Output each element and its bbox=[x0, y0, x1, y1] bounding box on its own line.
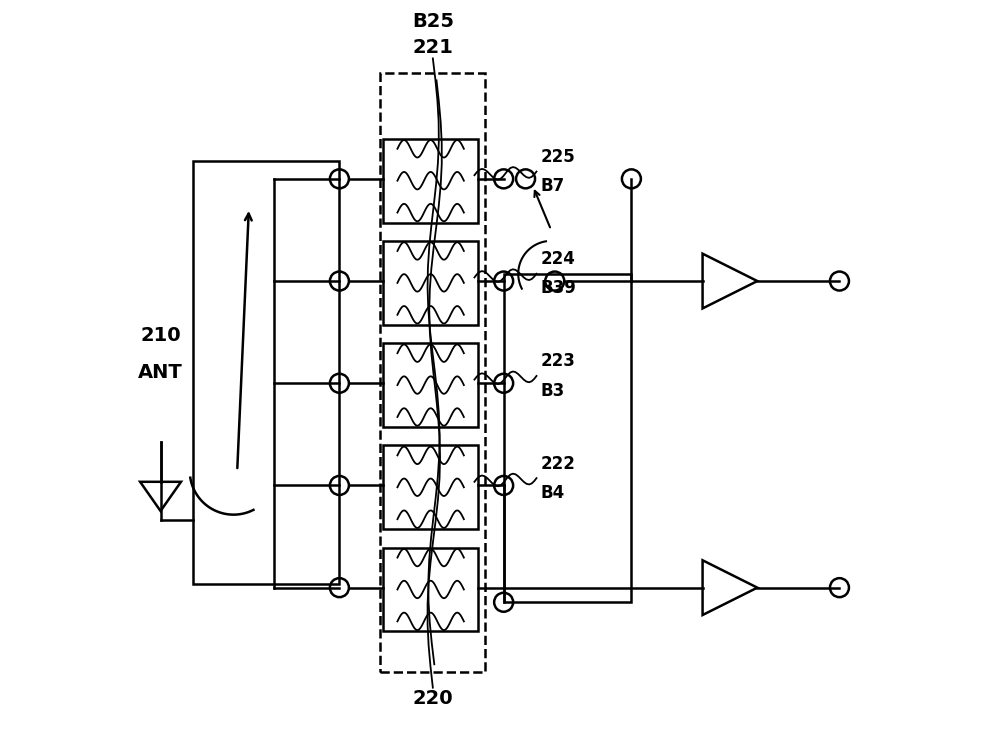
Text: B3: B3 bbox=[540, 382, 564, 399]
Bar bbox=[383, 445, 478, 529]
Bar bbox=[383, 343, 478, 427]
Bar bbox=[193, 161, 339, 584]
Bar bbox=[380, 73, 485, 672]
Text: 210: 210 bbox=[140, 326, 181, 345]
Bar bbox=[383, 548, 478, 631]
Text: ANT: ANT bbox=[138, 363, 183, 382]
Bar bbox=[383, 241, 478, 325]
Text: 225: 225 bbox=[540, 148, 575, 166]
Text: 223: 223 bbox=[540, 353, 575, 370]
Bar bbox=[383, 139, 478, 223]
Text: 224: 224 bbox=[540, 250, 575, 268]
Text: B4: B4 bbox=[540, 484, 564, 502]
Bar bbox=[504, 274, 631, 602]
Text: B39: B39 bbox=[540, 280, 576, 297]
Text: 222: 222 bbox=[540, 455, 575, 472]
Text: B25: B25 bbox=[412, 12, 454, 31]
Text: B7: B7 bbox=[540, 177, 564, 195]
Text: 221: 221 bbox=[412, 38, 453, 57]
Text: 220: 220 bbox=[413, 689, 453, 708]
